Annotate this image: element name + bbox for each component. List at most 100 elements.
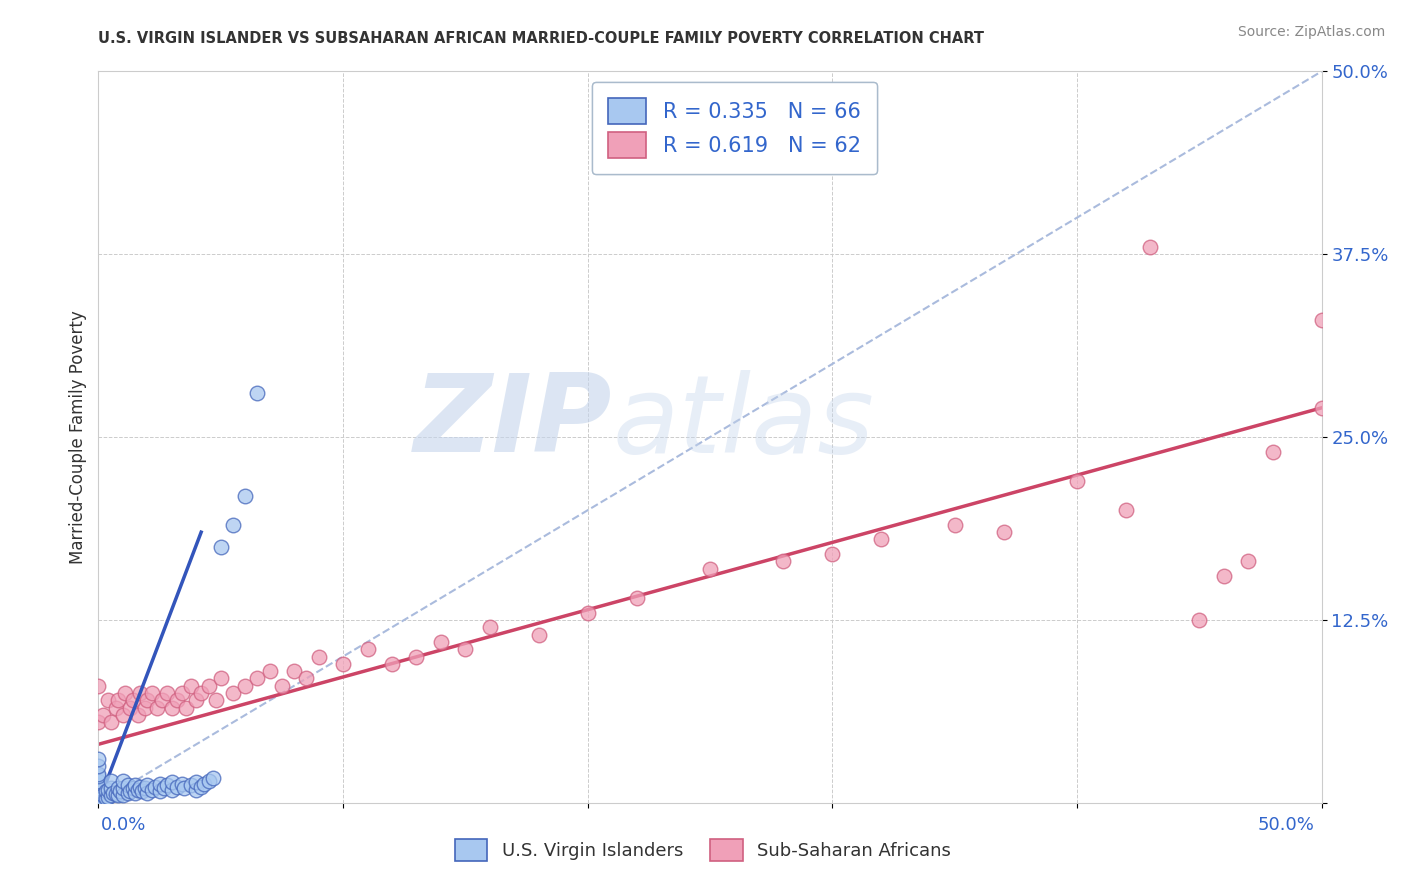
- Point: [699, 562, 721, 576]
- Point: [1261, 444, 1284, 458]
- Point: [120, 700, 142, 714]
- Point: [87, 759, 110, 773]
- Point: [87, 752, 110, 766]
- Point: [186, 775, 208, 789]
- Point: [259, 664, 281, 678]
- Point: [143, 780, 166, 794]
- Point: [87, 786, 110, 800]
- Point: [283, 664, 305, 678]
- Point: [87, 778, 110, 792]
- Text: 50.0%: 50.0%: [1258, 816, 1315, 834]
- Point: [993, 525, 1015, 540]
- Point: [100, 773, 122, 788]
- Point: [87, 781, 110, 796]
- Point: [134, 700, 156, 714]
- Point: [87, 796, 110, 810]
- Point: [173, 781, 195, 796]
- Point: [870, 533, 893, 547]
- Point: [107, 789, 129, 803]
- Point: [150, 693, 173, 707]
- Point: [111, 708, 134, 723]
- Point: [131, 784, 153, 798]
- Point: [576, 606, 599, 620]
- Point: [166, 780, 188, 794]
- Point: [160, 700, 183, 714]
- Point: [190, 780, 212, 794]
- Y-axis label: Married-Couple Family Poverty: Married-Couple Family Poverty: [69, 310, 87, 564]
- Point: [117, 778, 139, 792]
- Point: [1310, 313, 1333, 327]
- Point: [156, 778, 179, 792]
- Point: [87, 715, 110, 730]
- Point: [117, 786, 139, 800]
- Point: [97, 782, 120, 797]
- Point: [134, 781, 156, 796]
- Point: [270, 679, 294, 693]
- Legend: U.S. Virgin Islanders, Sub-Saharan Africans: U.S. Virgin Islanders, Sub-Saharan Afric…: [443, 827, 963, 874]
- Point: [1066, 474, 1088, 488]
- Point: [121, 781, 143, 796]
- Point: [209, 672, 232, 686]
- Point: [104, 787, 127, 801]
- Point: [478, 620, 501, 634]
- Point: [111, 781, 134, 796]
- Point: [87, 784, 110, 798]
- Point: [149, 784, 172, 798]
- Point: [149, 777, 172, 791]
- Point: [87, 796, 110, 810]
- Text: ZIP: ZIP: [413, 369, 612, 475]
- Point: [136, 778, 159, 792]
- Point: [87, 791, 110, 805]
- Point: [180, 778, 202, 792]
- Point: [205, 693, 228, 707]
- Point: [101, 786, 124, 800]
- Point: [186, 782, 208, 797]
- Text: 0.0%: 0.0%: [101, 816, 146, 834]
- Point: [197, 679, 219, 693]
- Point: [772, 554, 794, 568]
- Point: [180, 679, 202, 693]
- Point: [87, 769, 110, 783]
- Point: [94, 784, 117, 798]
- Point: [153, 781, 176, 796]
- Point: [94, 791, 117, 805]
- Point: [97, 789, 120, 804]
- Point: [332, 657, 354, 671]
- Point: [1310, 401, 1333, 415]
- Point: [136, 786, 159, 800]
- Point: [111, 773, 134, 788]
- Point: [141, 782, 163, 797]
- Point: [381, 657, 404, 671]
- Point: [121, 693, 143, 707]
- Point: [1212, 569, 1234, 583]
- Point: [246, 386, 269, 401]
- Point: [129, 686, 152, 700]
- Point: [295, 672, 318, 686]
- Point: [821, 547, 844, 561]
- Point: [110, 784, 132, 798]
- Point: [91, 789, 114, 803]
- Point: [1188, 613, 1211, 627]
- Point: [146, 700, 169, 714]
- Point: [156, 686, 179, 700]
- Point: [209, 540, 232, 554]
- Point: [87, 679, 110, 693]
- Point: [87, 766, 110, 780]
- Point: [190, 686, 212, 700]
- Point: [127, 708, 149, 723]
- Point: [1237, 554, 1260, 568]
- Point: [124, 786, 146, 800]
- Point: [91, 708, 114, 723]
- Point: [160, 782, 183, 797]
- Point: [87, 789, 110, 803]
- Point: [186, 693, 208, 707]
- Point: [87, 793, 110, 807]
- Point: [170, 686, 193, 700]
- Point: [97, 693, 120, 707]
- Point: [943, 517, 966, 532]
- Point: [127, 782, 149, 797]
- Point: [120, 784, 142, 798]
- Point: [107, 693, 129, 707]
- Point: [107, 781, 129, 796]
- Point: [430, 635, 453, 649]
